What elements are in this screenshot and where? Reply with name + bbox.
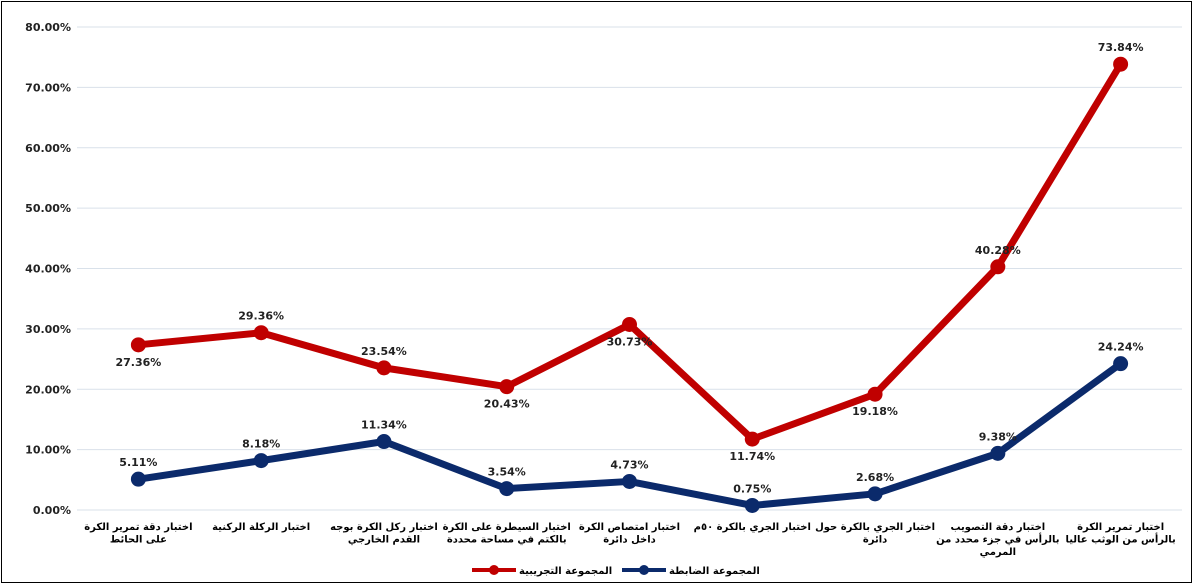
data-point [376, 434, 392, 450]
y-tick-label: 0.00% [33, 504, 71, 517]
data-point [990, 445, 1006, 461]
data-labels: 27.36% 29.36% 23.54% 20.43% 30.73% 11.74% 19.1… [115, 41, 1143, 495]
legend-label: المجموعة التجريبية [519, 566, 612, 577]
y-axis-ticks: 0.00% 10.00% 20.00% 30.00% 40.00% 50.00% 60.00… [25, 21, 71, 517]
series-lines [130, 56, 1129, 513]
y-tick-label: 10.00% [25, 444, 71, 457]
legend-swatch-marker [639, 565, 649, 575]
legend: المجموعة التجريبية المجموعة الضابطة [472, 565, 760, 577]
y-tick-label: 60.00% [25, 142, 71, 155]
data-label: 11.74% [729, 450, 775, 463]
y-tick-label: 20.00% [25, 383, 71, 396]
data-label: 5.11% [119, 456, 157, 469]
data-point [499, 379, 515, 395]
x-tick-label: اختبار الركلة الركنية [212, 522, 310, 533]
data-point [130, 471, 146, 487]
data-label: 29.36% [238, 310, 284, 323]
data-point [744, 431, 760, 447]
data-point [253, 325, 269, 341]
data-label: 11.34% [361, 419, 407, 432]
data-label: 3.54% [488, 466, 526, 479]
data-label: 24.24% [1098, 341, 1144, 354]
data-point [744, 497, 760, 513]
series-line-0 [134, 60, 1125, 443]
data-point [990, 259, 1006, 275]
data-label: 30.73% [607, 335, 653, 348]
data-point [867, 386, 883, 402]
x-tick-label: اختبار دقة تمرير الكرة على الحائط [84, 522, 192, 546]
x-axis-ticks: اختبار دقة تمرير الكرة على الحائط اختبار ا… [84, 522, 1176, 558]
x-tick-label: اختبار دقة التصويب بالرأس في جزء محدد من ا… [936, 522, 1059, 558]
x-tick-label: اختبار امتصاص الكرة داخل دائرة [579, 522, 680, 546]
data-label: 73.84% [1098, 41, 1144, 54]
x-tick-label: اختبار تمرير الكرة بالرأس من الوثب عاليا [1065, 522, 1175, 546]
y-tick-label: 50.00% [25, 202, 71, 215]
data-point [376, 360, 392, 376]
x-tick-label: اختبار السيطرة على الكرة بالكتم في مساحة … [443, 522, 571, 546]
x-tick-label: اختبار ركل الكرة بوجه القدم الخارجي [330, 522, 438, 546]
y-tick-label: 80.00% [25, 21, 71, 34]
data-label: 20.43% [484, 398, 530, 411]
data-point [130, 337, 146, 353]
data-point [499, 481, 515, 497]
x-tick-label: اختبار الجري بالكرة حول دائرة [815, 522, 935, 546]
data-point [1113, 356, 1129, 372]
data-point [622, 316, 637, 332]
data-label: 19.18% [852, 405, 898, 418]
data-label: 0.75% [733, 482, 771, 495]
y-tick-label: 30.00% [25, 323, 71, 336]
data-label: 40.28% [975, 244, 1021, 257]
y-tick-label: 40.00% [25, 263, 71, 276]
legend-swatch-marker [489, 565, 499, 575]
legend-label: المجموعة الضابطة [669, 566, 760, 577]
data-label: 23.54% [361, 345, 407, 358]
data-point [253, 453, 269, 469]
data-point [622, 473, 637, 489]
data-point [867, 486, 883, 502]
data-point [1113, 56, 1129, 72]
data-label: 27.36% [115, 356, 161, 369]
data-label: 9.38% [979, 430, 1017, 443]
data-label: 8.18% [242, 438, 280, 451]
x-tick-label: اختبار الجري بالكرة ٥٠م [694, 522, 811, 533]
data-label: 2.68% [856, 471, 894, 484]
data-label: 4.73% [610, 458, 648, 471]
y-tick-label: 70.00% [25, 81, 71, 94]
